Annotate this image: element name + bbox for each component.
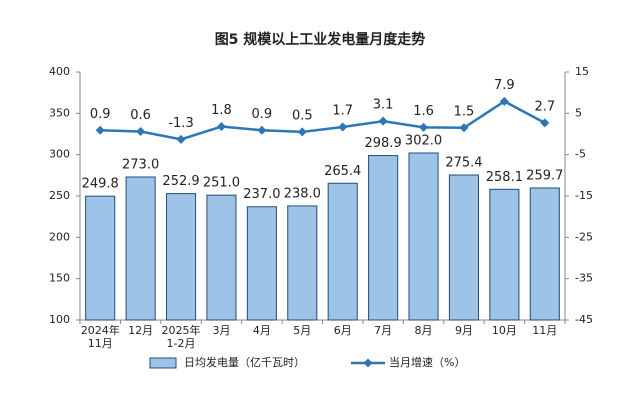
y-tick-label: 100 [49,313,70,326]
y-tick-label: 250 [49,189,70,202]
bar [85,195,116,321]
marker [338,122,348,132]
y2-tick-label: -15 [575,189,593,202]
x-tick-label: 11月 [532,324,557,337]
value-label: 1.6 [413,104,434,119]
value-label: 259.7 [526,168,563,183]
x-tick-label: 4月 [253,324,271,337]
line [100,99,546,141]
marker [419,122,429,132]
y-tick-label: 300 [49,148,70,161]
bar [529,187,560,321]
value-label: 237.0 [243,187,280,202]
y-tick-label: 400 [49,65,70,78]
value-label: 0.9 [90,107,111,122]
value-label: 265.4 [324,164,361,179]
y2-tick-label: -25 [575,230,593,243]
x-tick-label: 10月 [492,324,517,337]
legend-swatch [149,357,177,369]
marker [499,96,509,106]
value-label: 7.9 [494,78,515,93]
y2-tick-label: -5 [575,148,586,161]
value-label: 273.0 [122,157,159,172]
bar [448,174,480,321]
value-label: 251.0 [203,176,240,191]
x-tick-label: 9月 [455,324,473,337]
x-tick-label: 2025年 [162,323,201,337]
y-tick-label: 200 [49,230,70,243]
bar [368,155,399,321]
marker [95,125,105,135]
marker [459,123,469,133]
value-label: 0.9 [252,107,273,122]
bar [287,205,318,321]
value-label: -1.3 [168,116,193,131]
value-label: 252.9 [162,174,199,189]
marker [136,127,146,137]
legend-label: 日均发电量（亿千瓦时） [184,355,305,369]
bar [246,206,277,321]
legend-label: 当月增速（%） [389,355,465,369]
y-tick-label: 150 [49,272,70,285]
value-label: 0.5 [292,108,313,123]
value-label: 0.6 [130,108,151,123]
y2-tick-label: 15 [575,65,589,78]
bar [489,188,520,321]
bar [327,182,358,321]
y2-tick-label: -45 [575,313,593,326]
y2-tick-label: 5 [575,106,582,119]
value-label: 302.0 [405,134,442,149]
value-label: 1.5 [454,104,475,119]
value-label: 298.9 [365,136,402,151]
x-tick-label: 11月 [88,337,113,350]
marker [297,127,307,137]
value-label: 1.7 [332,103,353,118]
x-tick-label: 2024年 [81,323,120,337]
marker [540,118,550,128]
x-tick-label: 8月 [415,324,433,337]
bar [408,152,439,321]
marker [257,125,267,135]
x-tick-label: 12月 [128,324,153,337]
x-tick-label: 3月 [212,324,230,337]
marker [378,116,388,126]
value-label: 3.1 [373,98,394,113]
bar [206,194,237,321]
value-label: 238.0 [284,186,321,201]
y2-tick-label: -35 [575,272,593,285]
bar [125,176,156,321]
marker [176,134,186,144]
bar [165,193,197,321]
value-label: 258.1 [486,170,523,185]
x-tick-label: 6月 [334,324,352,337]
value-label: 275.4 [445,156,482,171]
x-tick-label: 7月 [374,324,392,337]
value-label: 249.8 [82,177,119,192]
y-tick-label: 350 [49,106,70,119]
value-label: 2.7 [534,99,555,114]
chart-title: 图5 规模以上工业发电量月度走势 [215,31,426,48]
x-tick-label: 5月 [293,324,311,337]
marker [216,122,226,132]
legend-marker [363,358,373,368]
value-label: 1.8 [211,103,232,118]
x-tick-label: 1-2月 [167,337,196,350]
